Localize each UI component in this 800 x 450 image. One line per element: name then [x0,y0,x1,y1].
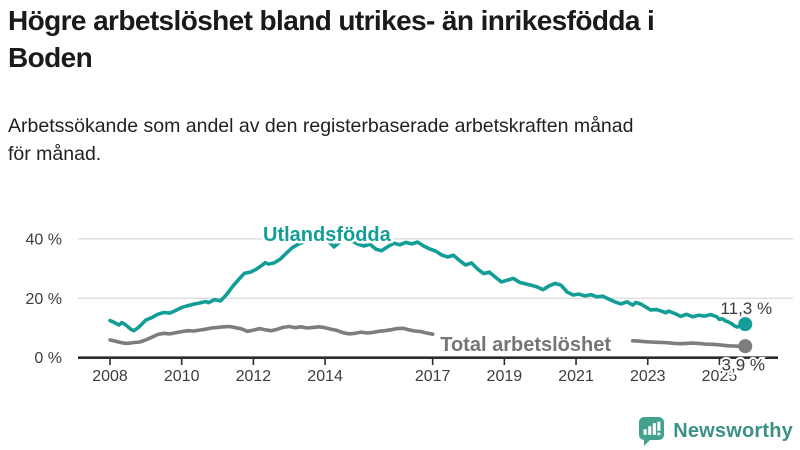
series-endpoint-dot-1 [738,339,753,354]
x-tick-label-2017: 2017 [415,368,451,385]
newsworthy-branding: Newsworthy [639,417,793,446]
series-line-1-0 [108,324,435,346]
x-tick-label-2021: 2021 [558,368,594,385]
chart-subtitle-line-1: Arbetssökande som andel av den registerb… [8,115,634,137]
series-label-1: Total arbetslöshet [440,334,611,356]
series-label-0: Utlandsfödda [263,224,392,246]
x-tick-label-2023: 2023 [630,368,666,385]
end-value-label-total: 3,9 % [722,356,765,375]
y-tick-label-20: 20 % [26,291,62,308]
x-tick-label-2025: 2025 [702,368,738,385]
newsworthy-logo-icon [639,417,665,446]
series-line-0-0 [108,236,748,333]
y-tick-label-0: 0 % [34,350,62,367]
x-tick-label-2010: 2010 [164,368,200,385]
end-value-label-utlandsfodda: 11,3 % [720,299,772,318]
newsworthy-wordmark: Newsworthy [673,420,793,442]
chart-subtitle: Arbetssökande som andel av den registerb… [8,112,796,168]
x-tick-label-2014: 2014 [307,368,343,385]
chart-subtitle-line-2: för månad. [8,143,102,165]
x-tick-label-2008: 2008 [92,368,128,385]
page-title-line-2: Boden [8,42,93,73]
page-title: Högre arbetslöshet bland utrikes- än inr… [8,2,796,76]
y-tick-label-40: 40 % [26,231,62,248]
x-tick-label-2012: 2012 [236,368,272,385]
series-endpoint-dot-0 [738,317,753,332]
x-tick-label-2019: 2019 [487,368,523,385]
series-line-1-1 [630,339,748,349]
page-title-line-1: Högre arbetslöshet bland utrikes- än inr… [8,5,655,36]
